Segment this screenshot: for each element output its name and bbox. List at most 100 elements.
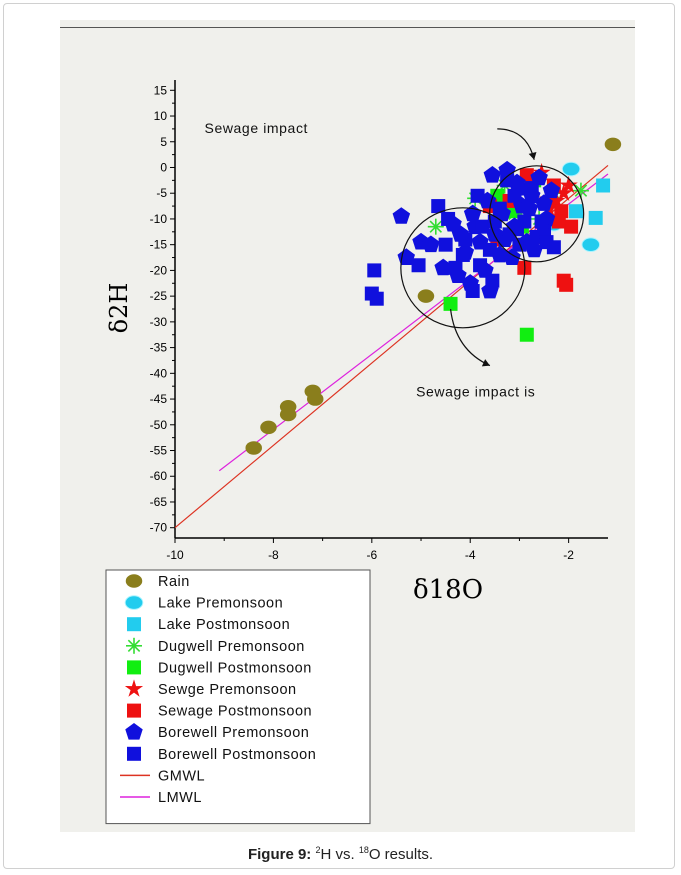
arrow-head: [481, 359, 490, 367]
point-borewell-postmonsoon: [465, 283, 480, 298]
legend-label-lake-premonsoon: Lake Premonsoon: [158, 596, 283, 612]
point-borewell-premonsoon: [525, 240, 543, 258]
annotation-label: Sewage impact: [205, 120, 309, 136]
point-sewage-postmonsoon: [559, 277, 574, 292]
point-borewell-postmonsoon: [367, 263, 382, 278]
point-sewage-postmonsoon: [564, 219, 579, 234]
figure-top-rule: [60, 27, 635, 28]
point-borewell-premonsoon: [463, 204, 482, 222]
legend-label-gmwl: GMWL: [158, 768, 205, 784]
legend-label-sewage-postmonsoon: Sewage Postmonsoon: [158, 704, 312, 720]
x-tick-label: -4: [465, 548, 476, 562]
point-rain: [417, 289, 435, 303]
point-sewge-premonsoon: [554, 183, 573, 201]
annotation-arrow: [449, 308, 491, 367]
point-borewell-postmonsoon: [438, 237, 453, 252]
figure-caption: Figure 9: 2H vs. 18O results.: [0, 845, 681, 863]
point-lake-postmonsoon: [588, 210, 603, 225]
point-borewell-postmonsoon: [470, 188, 485, 203]
y-tick-label: -50: [150, 418, 168, 432]
point-sewage-postmonsoon: [551, 214, 566, 229]
impact-circle: [400, 207, 526, 329]
series-rain: [245, 137, 622, 455]
point-borewell-postmonsoon: [509, 222, 524, 237]
y-tick-label: -5: [156, 186, 167, 200]
legend-label-dugwell-postmonsoon: Dugwell Postmonsoon: [158, 660, 312, 676]
point-sewge-premonsoon: [559, 175, 578, 194]
legend-swatch-sewage-postmonsoon: [127, 703, 141, 718]
point-borewell-postmonsoon: [485, 273, 500, 288]
scatter-chart: 15 10 5 0 -5 -10 -15 -20 -25 -30 -35 -40 -45 -50 -55 -6…: [105, 80, 622, 825]
figure-frame: [3, 3, 675, 869]
point-borewell-postmonsoon: [448, 260, 463, 275]
annotation-label: Sewage impact is: [416, 383, 535, 399]
point-dugwell-premonsoon: [427, 218, 444, 235]
point-borewell-postmonsoon: [539, 235, 554, 250]
chart-legend: Rain Lake Premonsoon Lake Postmonsoon Dugwe…: [105, 569, 371, 825]
point-borewell-postmonsoon: [500, 173, 515, 188]
legend-label-sewge-premonsoon: Sewge Premonsoon: [158, 682, 297, 698]
legend-label-borewell-postmonsoon: Borewell Postmonsoon: [158, 747, 316, 763]
point-rain: [306, 392, 324, 406]
x-tick-label: -2: [563, 548, 574, 562]
point-borewell-premonsoon: [486, 225, 504, 242]
point-borewell-postmonsoon: [411, 258, 426, 273]
y-tick-label: 10: [154, 109, 168, 123]
point-borewell-postmonsoon: [492, 201, 507, 216]
y-tick-label: 5: [160, 135, 167, 149]
legend-swatch-lake-premonsoon: [124, 595, 144, 610]
point-borewell-premonsoon: [434, 258, 452, 276]
y-tick-label: -15: [150, 238, 168, 252]
point-lake-premonsoon: [561, 161, 581, 177]
legend-swatch-borewell-postmonsoon: [127, 746, 141, 761]
point-sewge-premonsoon: [547, 191, 566, 209]
caption-sup-2: 18: [358, 845, 369, 855]
point-borewell-postmonsoon: [455, 247, 470, 262]
point-borewell-postmonsoon: [458, 232, 473, 247]
caption-sup-1: 2: [315, 845, 321, 855]
point-rain: [245, 441, 262, 455]
y-tick-label: -35: [150, 341, 168, 355]
point-borewell-premonsoon: [530, 168, 548, 186]
legend-label-borewell-premonsoon: Borewell Premonsoon: [158, 725, 309, 741]
y-tick-label: 15: [154, 83, 168, 97]
point-borewell-postmonsoon: [482, 242, 497, 257]
legend-swatch-borewell-premonsoon: [125, 723, 143, 740]
y-tick-label: -65: [150, 495, 168, 509]
point-rain: [279, 400, 297, 414]
legend-label-dugwell-premonsoon: Dugwell Premonsoon: [158, 639, 305, 655]
point-lake-postmonsoon: [596, 178, 611, 193]
legend-label-rain: Rain: [158, 574, 190, 590]
point-borewell-premonsoon: [422, 235, 440, 253]
point-borewell-premonsoon: [542, 181, 561, 199]
arrow-head: [528, 152, 537, 160]
caption-label: Figure 9:: [247, 846, 312, 863]
y-tick-label: -45: [150, 392, 168, 406]
x-tick-label: -8: [268, 548, 279, 562]
point-dugwell-postmonsoon: [443, 296, 458, 311]
y-tick-label: -60: [150, 469, 168, 483]
asterisk-stroke: [127, 639, 141, 653]
legend-label-lake-postmonsoon: Lake Postmonsoon: [158, 617, 290, 633]
legend-swatch-dugwell-postmonsoon: [127, 660, 141, 675]
y-tick-label: -10: [150, 212, 168, 226]
point-dugwell-postmonsoon: [519, 327, 534, 342]
point-borewell-postmonsoon: [431, 199, 446, 214]
y-tick-label: -30: [150, 315, 168, 329]
point-borewell-postmonsoon: [507, 188, 522, 203]
point-rain: [604, 137, 622, 152]
point-borewell-postmonsoon: [364, 286, 379, 301]
chart-axes: 15 10 5 0 -5 -10 -15 -20 -25 -30 -35 -40 -45 -50 -55 -6…: [105, 80, 608, 605]
caption-text-2: O results.: [368, 846, 434, 863]
legend-swatch-sewge-premonsoon: [124, 679, 144, 697]
x-tick-label: -10: [166, 548, 184, 562]
point-borewell-postmonsoon: [441, 211, 456, 226]
y-tick-label: 0: [160, 160, 167, 174]
legend-swatch-lake-postmonsoon: [127, 617, 141, 632]
impact-circle: [489, 165, 585, 263]
point-borewell-premonsoon: [535, 194, 553, 211]
series-lake-postmonsoon: [569, 178, 611, 225]
x-axis-label: δ18O: [413, 575, 483, 605]
y-axis-label: δ2H: [105, 283, 133, 334]
x-tick-label: -6: [366, 548, 377, 562]
